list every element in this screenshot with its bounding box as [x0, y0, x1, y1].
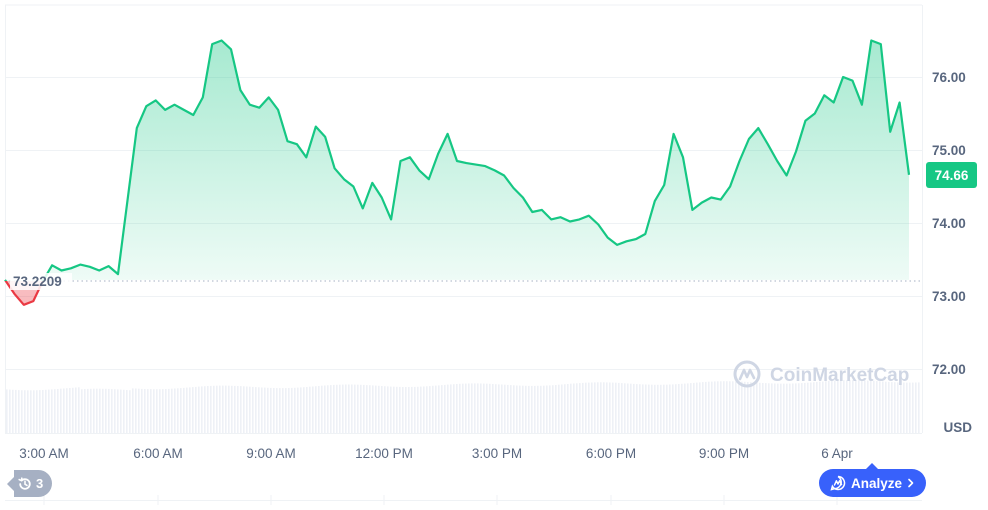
- x-tick-label: 9:00 AM: [246, 446, 296, 461]
- x-tick-label: 6 Apr: [821, 446, 853, 461]
- events-badge[interactable]: 3: [7, 470, 53, 497]
- current-price-tag: 74.66: [926, 162, 977, 188]
- analyze-ai-icon: [830, 475, 846, 491]
- y-tick-label: 73.00: [932, 289, 966, 304]
- chevron-right-icon: [908, 478, 914, 488]
- events-count: 3: [36, 476, 44, 491]
- history-clock-icon: [18, 476, 31, 490]
- y-tick-label: 72.00: [932, 362, 966, 377]
- x-tick-label: 3:00 PM: [472, 446, 522, 461]
- y-tick-label: 74.00: [932, 216, 966, 231]
- x-tick-label: 12:00 PM: [355, 446, 413, 461]
- watermark-text: CoinMarketCap: [770, 365, 909, 386]
- y-axis: 76.00 75.00 74.00 73.00 72.00: [932, 70, 966, 377]
- currency-unit-label: USD: [943, 420, 972, 435]
- volume-bars: [6, 380, 920, 433]
- x-axis: 3:00 AM 6:00 AM 9:00 AM 12:00 PM 3:00 PM 6:00…: [19, 446, 853, 505]
- price-line-up[interactable]: [4, 39, 911, 305]
- analyze-label: Analyze: [850, 475, 903, 491]
- coinmarketcap-watermark: CoinMarketCap: [733, 360, 909, 388]
- x-tick-label: 9:00 PM: [699, 446, 749, 461]
- x-tick-label: 3:00 AM: [19, 446, 69, 461]
- x-tick-label: 6:00 AM: [133, 446, 183, 461]
- y-tick-label: 75.00: [932, 143, 966, 158]
- analyze-button[interactable]: Analyze: [819, 463, 926, 497]
- x-tick-label: 6:00 PM: [586, 446, 636, 461]
- coinmarketcap-logo-icon: [733, 360, 761, 388]
- current-price-value: 74.66: [935, 168, 969, 183]
- baseline-label: 73.2209: [10, 273, 72, 290]
- price-area-up: [5, 40, 909, 281]
- baseline-value: 73.2209: [13, 274, 62, 289]
- y-tick-label: 76.00: [932, 70, 966, 85]
